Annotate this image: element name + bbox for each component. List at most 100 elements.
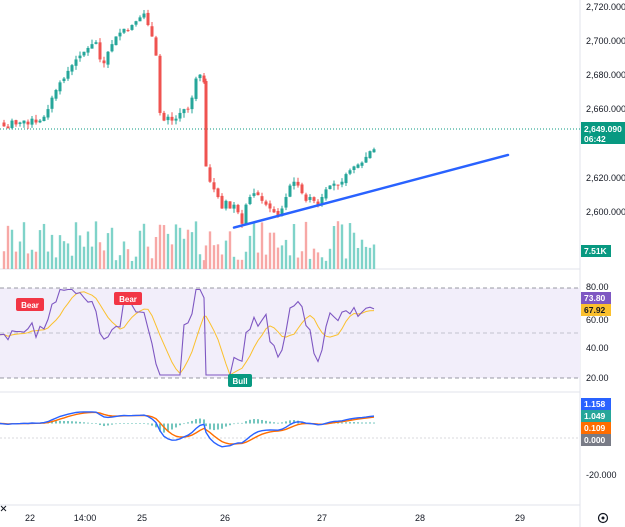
candle-body <box>98 42 102 60</box>
macd-histogram-bar <box>221 423 223 429</box>
time-label-28: 28 <box>415 513 425 523</box>
trendline[interactable] <box>232 153 510 229</box>
price-tick-2720: 2,720.000 <box>586 2 625 12</box>
time-label-1400: 14:00 <box>74 513 97 523</box>
candle-body <box>372 149 376 153</box>
volume-bar <box>204 245 208 269</box>
volume-bar <box>110 227 114 269</box>
volume-bar <box>18 241 22 269</box>
candle-body <box>110 44 114 52</box>
volume-bar <box>216 244 220 269</box>
volume-bar <box>272 232 276 269</box>
macd-tags: 1.158 1.049 0.109 0.000 <box>581 398 611 446</box>
volume-bar <box>360 239 364 269</box>
candle-body <box>276 210 280 217</box>
candle-body <box>368 151 372 159</box>
volume-bar <box>34 251 38 269</box>
candle-body <box>10 120 14 128</box>
macd-histogram-bar <box>349 422 351 424</box>
macd-histogram-bar <box>281 422 283 424</box>
candle-body <box>142 13 146 18</box>
close-icon[interactable] <box>0 505 7 512</box>
price-tick-2600: 2,600.000 <box>586 207 625 217</box>
gear-icon[interactable] <box>597 512 609 524</box>
candle-body <box>18 122 22 124</box>
macd-tick-neg20: -20.000 <box>586 470 617 480</box>
macd-histogram-bar <box>257 419 259 424</box>
macd-histogram-bar <box>95 423 97 424</box>
candle-body <box>122 28 126 33</box>
volume-bar <box>190 232 194 269</box>
volume-bar <box>90 246 94 269</box>
volume-bar <box>268 232 272 269</box>
macd-histogram-bar <box>365 422 367 424</box>
rsi-axis[interactable]: 80.00 60.00 40.00 20.00 <box>586 282 609 383</box>
candle-body <box>190 97 194 110</box>
candle-body <box>178 112 182 119</box>
macd-histogram-bar <box>111 423 113 425</box>
macd-histogram-bar <box>131 423 133 424</box>
candle-body <box>316 201 320 205</box>
macd-histogram-bar <box>203 419 205 424</box>
candle-body <box>70 65 74 72</box>
bear-signal-2: Bear <box>114 292 142 305</box>
candle-body <box>38 120 42 123</box>
price-countdown: 06:42 <box>584 134 606 144</box>
volume-bar <box>30 249 34 269</box>
rsi-indicator <box>0 288 375 376</box>
candle-body <box>344 174 348 184</box>
macd-histogram-bar <box>341 422 343 424</box>
rsi-tick-80: 80.00 <box>586 282 609 292</box>
volume-bar <box>58 235 62 269</box>
volume-bar <box>312 248 316 269</box>
macd-histogram-bar <box>261 419 263 424</box>
macd-histogram-bar <box>55 421 57 424</box>
macd-histogram-bar <box>143 423 145 424</box>
candle-body <box>166 116 170 121</box>
price-axis[interactable]: 2,720.000 2,700.000 2,680.000 2,660.000 … <box>586 2 625 217</box>
price-tick-2660: 2,660.000 <box>586 104 625 114</box>
volume-bar <box>212 245 216 269</box>
bear-signal-1-label: Bear <box>21 301 39 310</box>
macd-histogram-bar <box>205 423 207 427</box>
macd-histogram-bar <box>63 420 65 424</box>
macd-histogram-bar <box>195 419 197 424</box>
macd-histogram-bar <box>373 422 375 424</box>
candle-body <box>118 32 122 37</box>
time-label-29: 29 <box>515 513 525 523</box>
volume-bar <box>166 233 170 269</box>
volume-bar <box>154 236 158 269</box>
price-candles <box>2 9 376 228</box>
volume-bar <box>340 224 344 269</box>
candle-body <box>114 36 118 46</box>
volume-bar <box>86 231 90 269</box>
time-axis[interactable]: 22 14:00 25 26 27 28 29 <box>25 513 525 523</box>
macd-histogram-bar <box>139 423 141 424</box>
macd-histogram-bar <box>273 422 275 424</box>
volume-bar <box>150 258 154 269</box>
macd-histogram-bar <box>353 422 355 424</box>
macd-histogram-bar <box>285 421 287 424</box>
macd-histogram-bar <box>151 423 153 426</box>
candle-body <box>224 200 228 209</box>
macd-histogram-bar <box>293 420 295 424</box>
macd-histogram-bar <box>127 423 129 425</box>
candle-body <box>150 26 154 37</box>
macd-histogram-bar <box>229 423 231 426</box>
volume-bar <box>244 251 248 269</box>
candle-body <box>130 25 134 30</box>
macd-histogram-bar <box>167 423 169 432</box>
candle-body <box>364 156 368 163</box>
macd-histogram-bar <box>87 422 89 424</box>
volume-bar <box>178 227 182 269</box>
macd-histogram-bar <box>75 421 77 424</box>
volume-bar <box>344 258 348 269</box>
macd-histogram-bar <box>79 421 81 424</box>
macd-histogram-bar <box>59 420 61 424</box>
bull-signal-1-label: Bull <box>232 377 247 386</box>
candle-body <box>170 116 174 121</box>
rsi-tag-value: 73.80 <box>584 293 606 303</box>
macd-histogram-bar <box>361 422 363 424</box>
volume-bar <box>106 233 110 269</box>
